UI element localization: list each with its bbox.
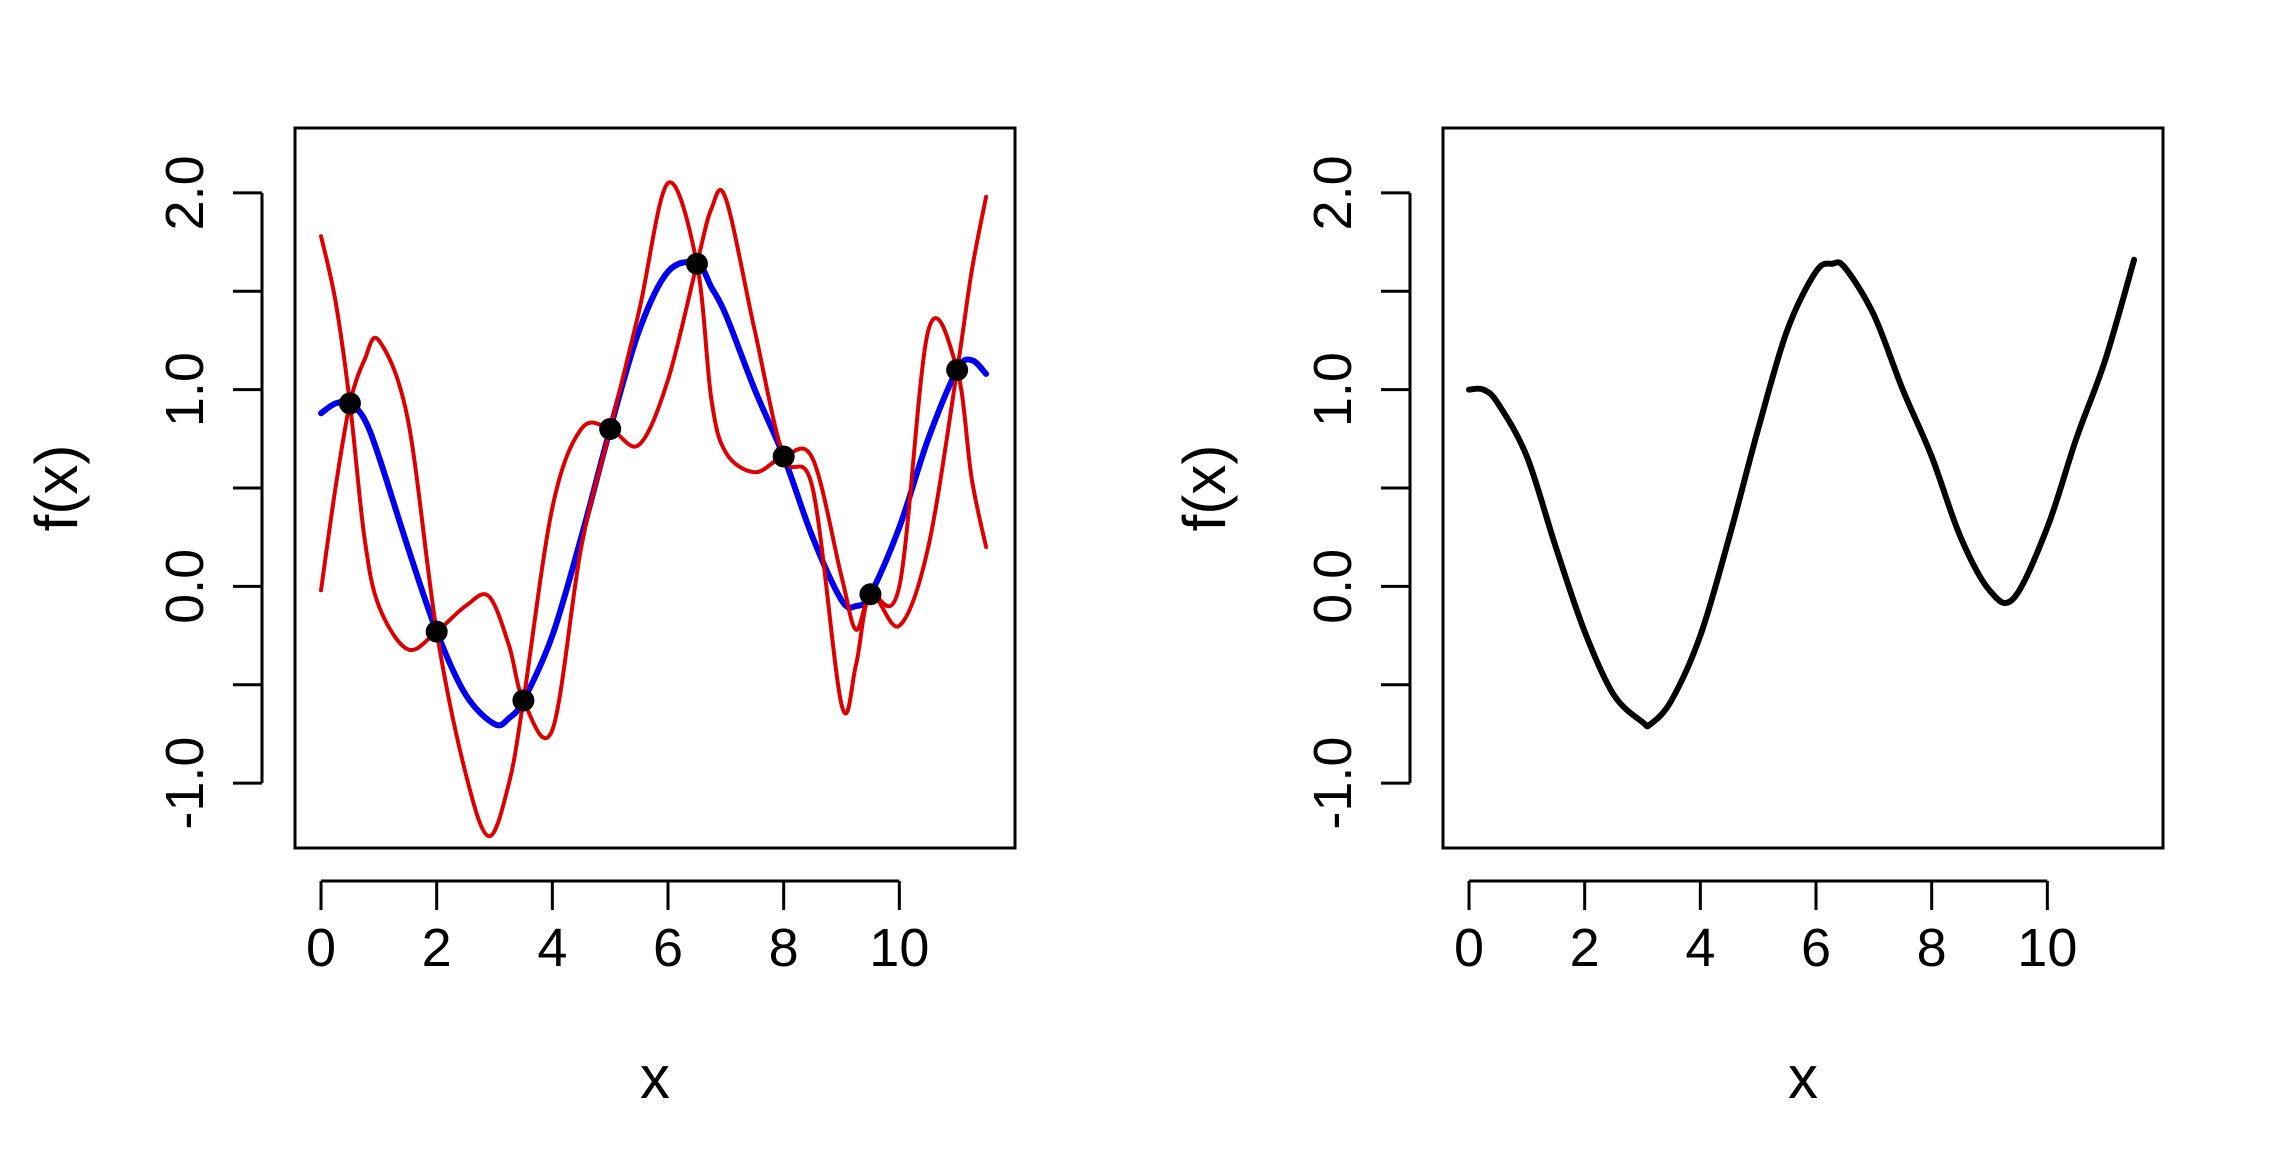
y-tick-label: 2.0 bbox=[1303, 155, 1363, 230]
series-line-1 bbox=[1466, 256, 2138, 730]
x-tick-label: 6 bbox=[1801, 918, 1831, 978]
y-tick-label: 1.0 bbox=[1303, 352, 1363, 427]
data-point bbox=[599, 417, 622, 440]
data-point bbox=[338, 392, 361, 415]
series-line-1 bbox=[318, 259, 990, 729]
x-tick-label: 4 bbox=[1685, 918, 1715, 978]
data-point bbox=[859, 583, 882, 606]
y-tick-label: 0.0 bbox=[155, 549, 215, 624]
chart-panel-1: 0 2 4 6 8 10 -1.0 0.0 1.0 2.0 x f(x) bbox=[23, 126, 1017, 1111]
x-tick-label: 10 bbox=[2017, 918, 2077, 978]
data-point bbox=[946, 358, 969, 381]
data-point bbox=[512, 689, 535, 712]
y-tick-label: 2.0 bbox=[155, 155, 215, 230]
x-axis-title: x bbox=[1788, 1044, 1818, 1111]
x-tick-label: 2 bbox=[1570, 918, 1600, 978]
y-tick-label: -1.0 bbox=[1303, 737, 1363, 830]
x-tick-label: 4 bbox=[537, 918, 567, 978]
series-line-3 bbox=[319, 188, 989, 839]
plot-frame bbox=[1441, 126, 2165, 850]
chart-panel-2: 0 2 4 6 8 10 -1.0 0.0 1.0 2.0 x f(x) bbox=[1171, 126, 2165, 1111]
x-axis-title: x bbox=[640, 1044, 670, 1111]
data-point bbox=[772, 445, 795, 468]
y-tick-label: 0.0 bbox=[1303, 549, 1363, 624]
y-axis-title: f(x) bbox=[23, 445, 90, 532]
x-tick-label: 0 bbox=[306, 918, 336, 978]
x-tick-label: 0 bbox=[1454, 918, 1484, 978]
x-tick-label: 10 bbox=[869, 918, 929, 978]
data-point bbox=[425, 620, 448, 643]
y-tick-label: -1.0 bbox=[155, 737, 215, 830]
series-line-2 bbox=[319, 180, 989, 741]
plot-frame bbox=[293, 126, 1017, 850]
data-point bbox=[685, 252, 708, 275]
x-tick-label: 6 bbox=[653, 918, 683, 978]
x-tick-label: 8 bbox=[1917, 918, 1947, 978]
x-tick-label: 8 bbox=[769, 918, 799, 978]
y-axis-title: f(x) bbox=[1171, 445, 1238, 532]
y-tick-label: 1.0 bbox=[155, 352, 215, 427]
x-tick-label: 2 bbox=[422, 918, 452, 978]
